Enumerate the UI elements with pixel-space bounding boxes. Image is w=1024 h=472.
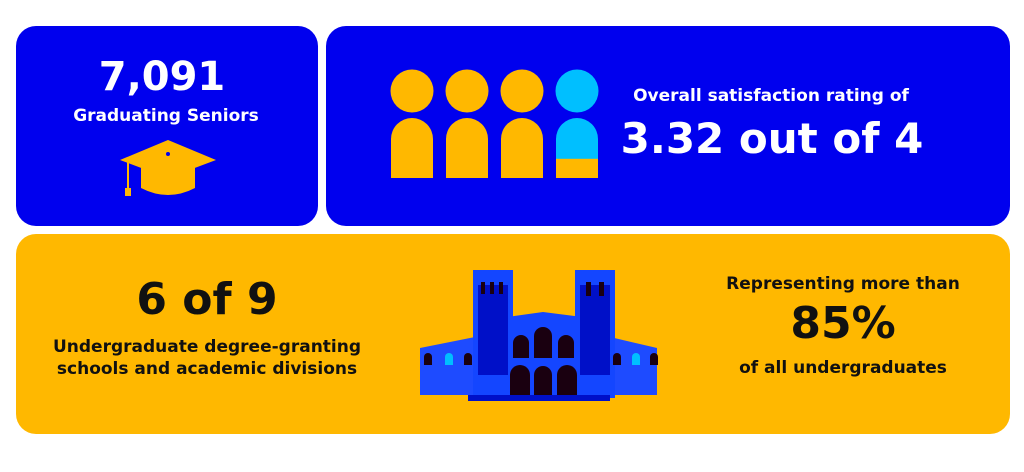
representation-label: Representing more than: [726, 274, 960, 294]
graduation-cap-icon: [120, 140, 216, 196]
representation-value: 85%: [790, 298, 896, 349]
seniors-count: 7,091: [98, 54, 226, 100]
schools-line1: Undergraduate degree-granting: [52, 337, 362, 357]
person-icon: [390, 69, 434, 178]
schools-value: 6 of 9: [136, 274, 278, 325]
seniors-card: 7,091 Graduating Seniors: [16, 26, 318, 226]
seniors-label: Graduating Seniors: [73, 106, 259, 126]
person-icon: [500, 69, 544, 178]
people-icon: [390, 69, 599, 178]
satisfaction-label: Overall satisfaction rating of: [633, 86, 909, 106]
satisfaction-value: 3.32 out of 4: [620, 114, 924, 163]
person-icon: [555, 69, 599, 178]
schools-card: 6 of 9 Undergraduate degree-granting sch…: [16, 234, 1010, 434]
schools-line2: schools and academic divisions: [56, 359, 358, 379]
satisfaction-card: Overall satisfaction rating of 3.32 out …: [326, 26, 1010, 226]
representation-suffix: of all undergraduates: [739, 358, 947, 378]
person-icon: [445, 69, 489, 178]
building-icon: [420, 270, 658, 401]
